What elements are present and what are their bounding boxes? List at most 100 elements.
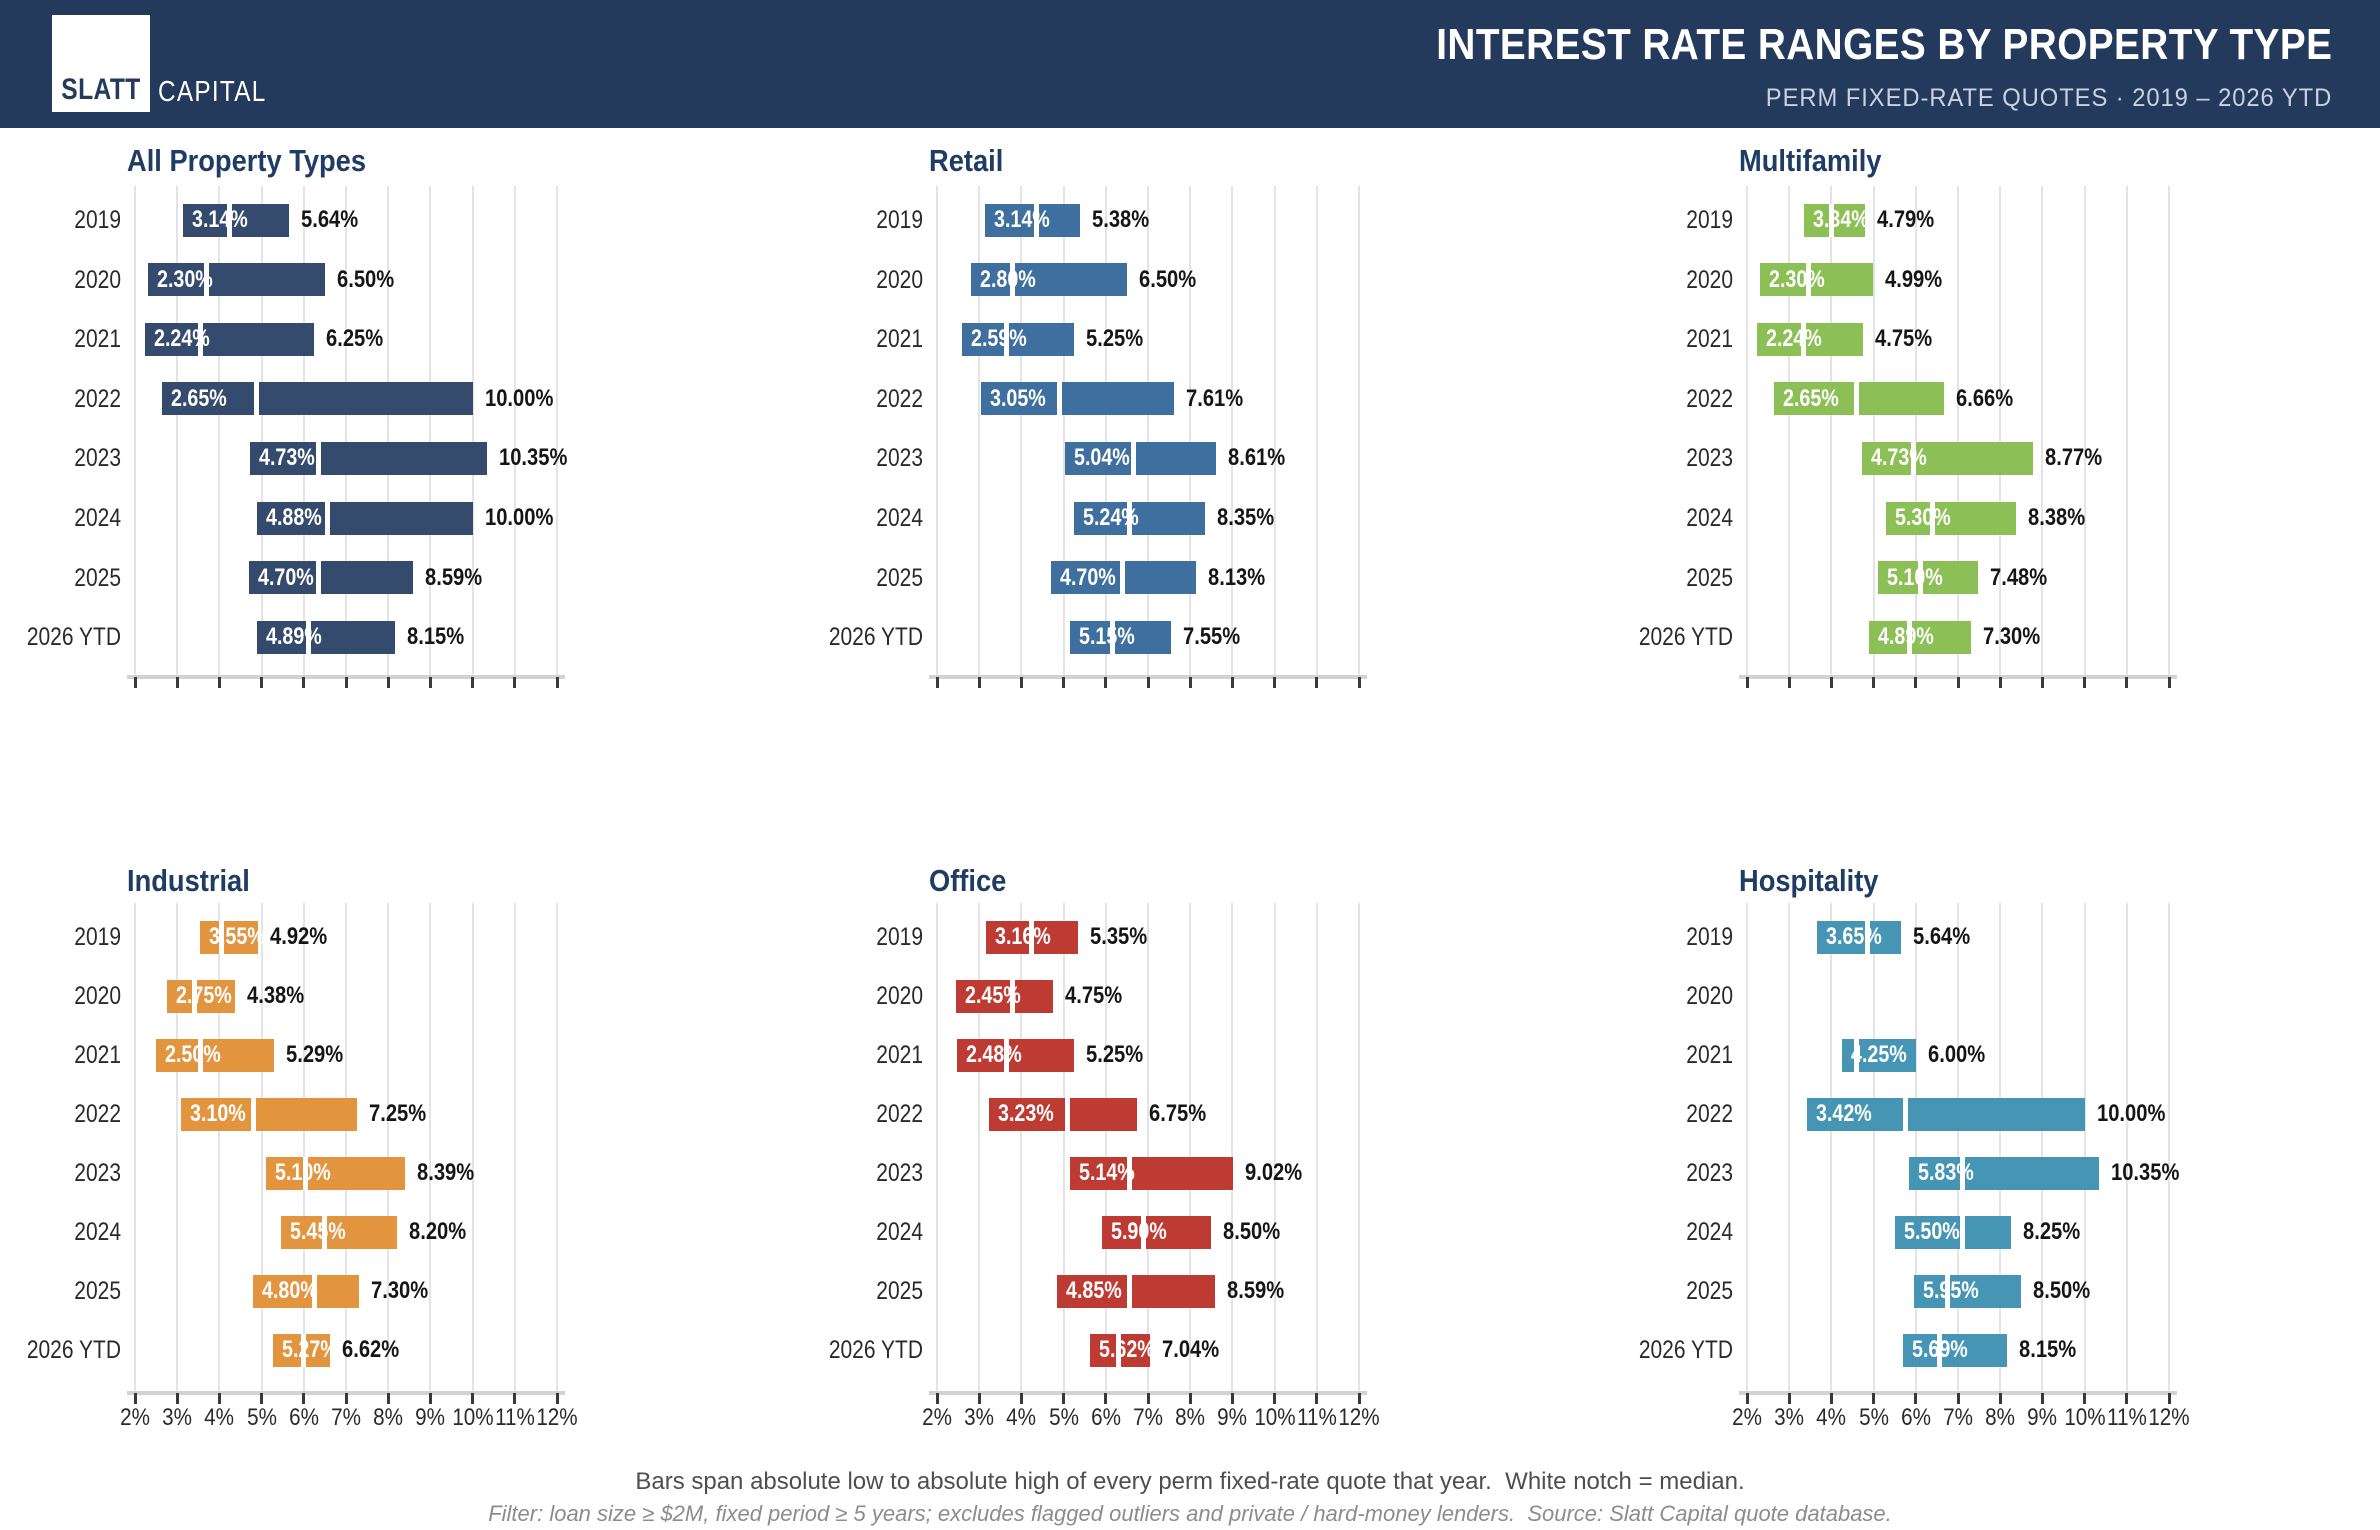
gridline <box>1914 903 1917 1391</box>
gridline <box>936 186 938 675</box>
year-axis-label: 2025 <box>1686 563 1733 592</box>
median-notch <box>1109 620 1115 654</box>
high-value-label: 4.99% <box>1885 265 1943 293</box>
year-axis-label: 2023 <box>74 1159 121 1187</box>
gridline <box>387 186 390 675</box>
range-bar <box>253 1274 359 1308</box>
year-axis-label: 2022 <box>74 384 121 413</box>
low-value-label: 2.30% <box>1768 265 1825 293</box>
x-axis-tick <box>1357 677 1361 688</box>
range-bar <box>1806 1097 2085 1131</box>
high-value-label: 10.00% <box>484 384 553 412</box>
median-notch <box>1902 1097 1908 1131</box>
median-notch <box>1854 1038 1860 1072</box>
gridline <box>1999 186 2002 675</box>
x-axis-tick-label: 10% <box>1253 1404 1296 1431</box>
high-value-label: 8.25% <box>2022 1218 2080 1245</box>
x-axis-tick <box>1146 677 1150 688</box>
year-axis-label: 2026 YTD <box>828 623 923 652</box>
x-axis-tick <box>977 1393 981 1404</box>
logo-text-slatt: SLATT <box>61 73 141 106</box>
median-notch <box>1033 203 1039 237</box>
range-bar <box>248 561 414 595</box>
x-axis-tick <box>1273 1393 1277 1404</box>
gridline <box>471 903 474 1391</box>
high-value-label: 4.92% <box>270 923 328 950</box>
gridline <box>1062 186 1065 675</box>
high-value-label: 8.15% <box>406 623 464 651</box>
gridline <box>302 186 305 675</box>
high-value-label: 5.64% <box>300 206 358 233</box>
gridline <box>1020 903 1023 1391</box>
x-axis-tick <box>386 1393 390 1404</box>
high-value-label: 7.30% <box>370 1277 428 1304</box>
high-value-label: 7.55% <box>1183 623 1241 651</box>
median-notch <box>305 620 311 654</box>
chart-title: Hospitality <box>1739 863 1879 898</box>
low-value-label: 3.10% <box>190 1100 247 1127</box>
gridline <box>2168 903 2170 1391</box>
low-value-label: 5.10% <box>274 1159 331 1186</box>
gridline <box>260 903 263 1391</box>
x-axis-tick <box>1230 1393 1234 1404</box>
x-axis-tick-label: 8% <box>1175 1404 1206 1431</box>
low-value-label: 2.45% <box>964 982 1021 1009</box>
x-axis-tick <box>1273 677 1277 688</box>
gridline <box>556 903 558 1391</box>
low-value-label: 5.45% <box>289 1218 346 1245</box>
gridline <box>1830 903 1833 1391</box>
high-value-label: 10.00% <box>2096 1100 2165 1127</box>
low-value-label: 5.83% <box>1917 1159 1974 1186</box>
gridline <box>936 903 938 1391</box>
x-axis-tick <box>555 1393 559 1404</box>
gridline <box>2125 186 2128 675</box>
median-notch <box>316 561 322 595</box>
gridline <box>1231 186 1234 675</box>
x-axis-tick <box>1787 677 1791 688</box>
x-axis-tick <box>133 1393 137 1404</box>
x-axis-tick <box>2125 1393 2129 1404</box>
range-bar <box>1886 501 2017 535</box>
x-axis-tick <box>175 1393 179 1404</box>
gridline <box>2083 186 2086 675</box>
range-bar <box>1908 1156 2100 1190</box>
year-axis-label: 2026 YTD <box>828 1336 923 1364</box>
gridline <box>1315 903 1318 1391</box>
x-axis-tick <box>513 677 517 688</box>
gridline <box>1231 903 1234 1391</box>
low-value-label: 2.24% <box>154 325 210 353</box>
high-value-label: 10.35% <box>499 444 568 472</box>
chart-title: Office <box>929 863 1007 898</box>
median-notch <box>1010 979 1016 1013</box>
median-notch <box>301 1333 307 1367</box>
year-axis-label: 2023 <box>74 444 121 473</box>
x-axis-tick <box>555 677 559 688</box>
gridline <box>345 903 347 1391</box>
gridline <box>2168 186 2170 675</box>
x-axis-tick <box>386 677 390 688</box>
median-notch <box>1130 441 1136 475</box>
low-value-label: 3.05% <box>990 384 1047 412</box>
year-axis-label: 2019 <box>1686 206 1733 234</box>
x-axis-tick <box>1315 677 1319 688</box>
x-axis-tick-label: 3% <box>1774 1404 1805 1431</box>
gridline <box>1788 903 1791 1391</box>
range-bar <box>955 979 1054 1013</box>
gridline <box>1914 186 1917 675</box>
gridline <box>1746 903 1748 1391</box>
high-value-label: 8.20% <box>408 1218 466 1245</box>
year-axis-label: 2024 <box>876 504 923 532</box>
gridline <box>1104 186 1107 675</box>
x-axis-tick <box>344 677 348 688</box>
x-axis-tick <box>2125 677 2129 688</box>
year-axis-label: 2026 YTD <box>26 623 122 652</box>
median-notch <box>1004 322 1010 356</box>
high-value-label: 5.29% <box>285 1041 344 1068</box>
gridline <box>2083 903 2086 1391</box>
year-axis-label: 2025 <box>876 563 923 592</box>
high-value-label: 8.38% <box>2028 504 2086 531</box>
gridline <box>260 186 263 675</box>
gridline <box>1957 186 1959 675</box>
x-axis-tick <box>2040 677 2044 688</box>
gridline <box>1147 903 1149 1391</box>
